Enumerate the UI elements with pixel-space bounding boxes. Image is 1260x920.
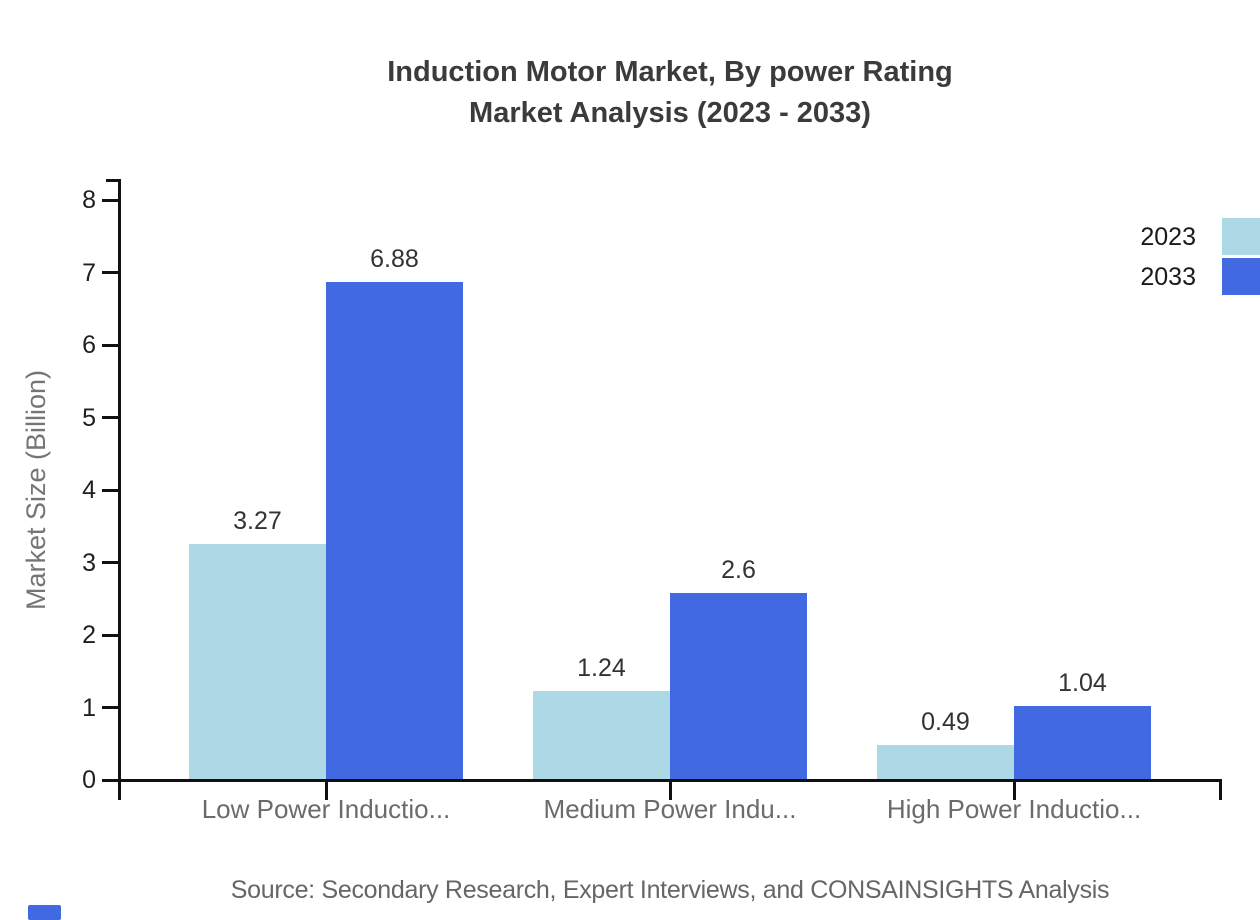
y-tick-label-7: 7 xyxy=(82,258,96,287)
y-tick-label-6: 6 xyxy=(82,331,96,359)
bar-value-label: 6.88 xyxy=(370,245,419,274)
chart-title: Induction Motor Market, By power Rating … xyxy=(80,52,1260,134)
chart-title-line-2: Market Analysis (2023 - 2033) xyxy=(469,97,871,129)
source-attribution: Source: Secondary Research, Expert Inter… xyxy=(230,876,1110,904)
bar-2023-category-1 xyxy=(189,543,326,781)
y-tick xyxy=(102,416,118,419)
y-tick-label-3: 3 xyxy=(82,548,96,577)
bar-2033-category-1 xyxy=(326,282,463,781)
bar-2023-category-3 xyxy=(877,745,1014,781)
y-tick xyxy=(102,343,118,347)
bar-value-label: 2.6 xyxy=(721,555,756,584)
bar-2033-category-2 xyxy=(670,592,807,781)
bar-value-label: 0.49 xyxy=(921,708,970,737)
bar-2023-category-2 xyxy=(533,691,670,781)
y-tick xyxy=(102,561,118,564)
category-label-2: Medium Power Indu... xyxy=(543,794,797,824)
legend-swatch-2033 xyxy=(1222,258,1260,295)
x-axis-end-tick xyxy=(1219,779,1222,800)
bar-2033-category-3 xyxy=(1014,705,1151,781)
y-axis-line xyxy=(118,179,121,783)
y-tick xyxy=(102,778,118,782)
y-axis-title: Market Size (Billion) xyxy=(21,369,51,611)
legend-label-2023: 2023 xyxy=(1140,223,1196,251)
legend-swatch-2023 xyxy=(1222,218,1260,255)
y-tick xyxy=(102,271,118,274)
y-tick-label-0: 0 xyxy=(82,766,96,794)
y-tick xyxy=(102,706,118,709)
x-tick-category-2 xyxy=(668,779,672,800)
legend-label-2033: 2033 xyxy=(1140,263,1196,291)
bar-value-label: 3.27 xyxy=(233,506,282,535)
y-tick-label-2: 2 xyxy=(82,621,96,649)
chart-title-line-1: Induction Motor Market, By power Rating xyxy=(387,56,953,88)
y-tick-label-4: 4 xyxy=(82,476,96,504)
y-tick-label-8: 8 xyxy=(82,186,96,214)
x-tick-category-3 xyxy=(1012,779,1016,800)
x-tick-category-1 xyxy=(324,779,328,800)
x-axis-origin-tick xyxy=(118,779,121,800)
category-label-1: Low Power Inductio... xyxy=(201,794,451,824)
y-tick-label-1: 1 xyxy=(82,693,96,722)
bar-value-label: 1.04 xyxy=(1058,668,1107,697)
y-tick xyxy=(102,488,118,492)
bar-value-label: 1.24 xyxy=(577,654,626,683)
y-tick xyxy=(102,198,118,202)
brand-watermark xyxy=(28,905,61,920)
y-tick-label-5: 5 xyxy=(82,403,96,432)
category-label-3: High Power Inductio... xyxy=(886,794,1142,824)
y-tick xyxy=(102,633,118,637)
y-axis-top-cap xyxy=(106,179,118,182)
